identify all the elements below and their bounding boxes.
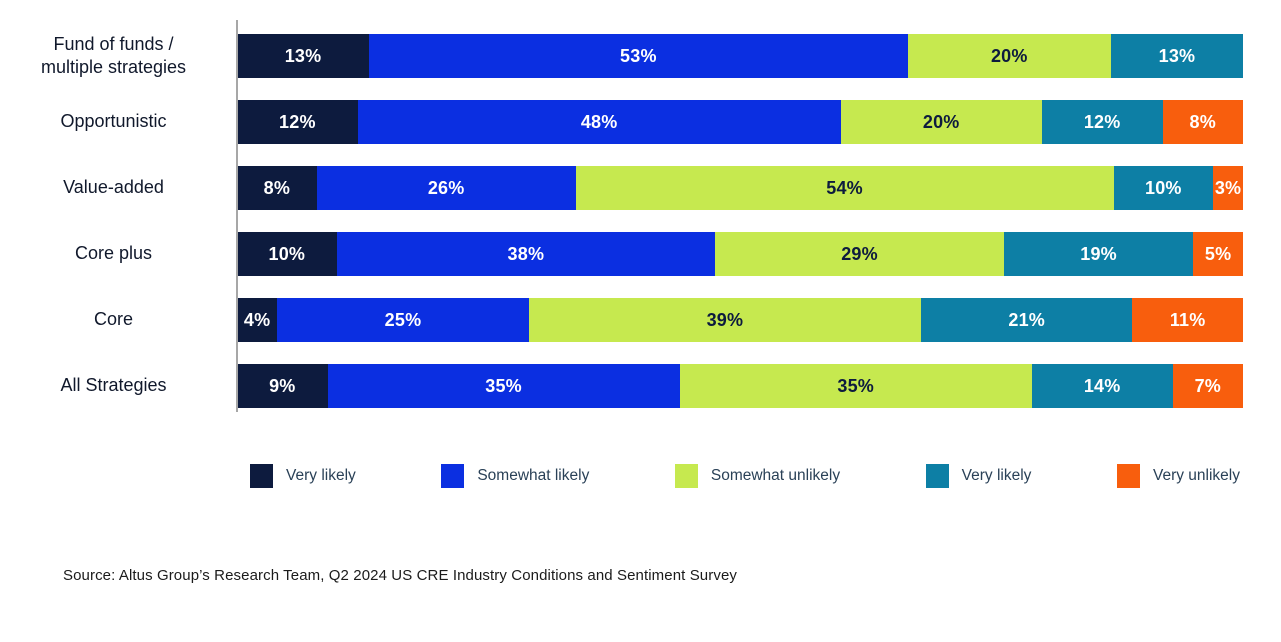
bar-segment: 53% <box>369 34 908 78</box>
legend-label: Very likely <box>286 467 356 484</box>
bar-segment: 11% <box>1132 298 1243 342</box>
stacked-bar: 10% 38% 29% 19% 5% <box>237 232 1243 276</box>
chart-row: Opportunistic 12% 48% 20% 12% 8% <box>0 100 1243 144</box>
segment-value-label: 26% <box>427 177 465 198</box>
segment-value-label: 21% <box>1008 309 1046 330</box>
segment-value-label: 4% <box>243 309 271 330</box>
bar-segment: 26% <box>316 166 576 210</box>
bar-segment: 48% <box>357 100 841 144</box>
segment-value-label: 13% <box>284 45 322 66</box>
segment-value-label: 54% <box>826 177 863 198</box>
bar-segment: 35% <box>327 364 680 408</box>
legend-item: Somewhat unlikely <box>674 464 841 488</box>
segment-value-label: 12% <box>1083 111 1121 132</box>
segment-value-label: 39% <box>706 309 744 330</box>
chart-row: Core 4% 25% 39% 21% 11% <box>0 298 1243 342</box>
bar-segment: 29% <box>715 232 1004 276</box>
stacked-bar-chart: Fund of funds / multiple strategies 13% 53… <box>0 20 1243 412</box>
segment-value-label: 48% <box>580 111 618 132</box>
legend-label: Somewhat unlikely <box>710 467 841 484</box>
bar-segment: 9% <box>237 364 328 408</box>
bar-segment: 10% <box>1113 166 1214 210</box>
segment-value-label: 7% <box>1194 375 1221 396</box>
segment-value-label: 19% <box>1080 243 1117 264</box>
segment-value-label: 29% <box>841 243 878 264</box>
legend-label: Somewhat likely <box>477 467 590 484</box>
segment-value-label: 25% <box>384 309 422 330</box>
segment-value-label: 20% <box>922 111 960 132</box>
bar-segment: 4% <box>237 298 278 342</box>
legend-swatch-icon <box>250 464 273 488</box>
bar-segment: 20% <box>840 100 1042 144</box>
bar-segment: 13% <box>237 34 370 78</box>
segment-value-label: 11% <box>1169 309 1206 330</box>
axis-line <box>236 20 238 412</box>
category-label: Core plus <box>74 243 153 264</box>
legend-label: Very likely <box>961 467 1032 484</box>
legend-swatch-icon <box>674 464 698 488</box>
bar-segment: 14% <box>1031 364 1173 408</box>
chart-row: All Strategies 9% 35% 35% 14% 7% <box>0 364 1243 408</box>
segment-value-label: 12% <box>279 111 316 132</box>
legend-item: Very likely <box>925 464 1032 488</box>
stacked-bar: 12% 48% 20% 12% 8% <box>237 100 1243 144</box>
bar-segment: 5% <box>1193 232 1243 276</box>
stacked-bar: 9% 35% 35% 14% 7% <box>237 364 1243 408</box>
bar-segment: 7% <box>1172 364 1243 408</box>
segment-value-label: 5% <box>1204 243 1232 264</box>
bar-segment: 35% <box>679 364 1032 408</box>
legend-item: Somewhat likely <box>441 464 589 488</box>
bar-segment: 25% <box>277 298 529 342</box>
segment-value-label: 8% <box>1189 111 1216 132</box>
legend-label: Very unlikely <box>1152 467 1240 484</box>
legend-item: Very likely <box>250 464 356 488</box>
stacked-bar: 8% 26% 54% 10% 3% <box>237 166 1243 210</box>
chart-rows: Fund of funds / multiple strategies 13% 53… <box>0 20 1243 408</box>
segment-value-label: 10% <box>1145 177 1182 198</box>
chart-row: Core plus 10% 38% 29% 19% 5% <box>0 232 1243 276</box>
legend-swatch-icon <box>441 464 465 488</box>
bar-segment: 54% <box>575 166 1114 210</box>
segment-value-label: 35% <box>485 375 522 396</box>
segment-value-label: 9% <box>269 375 296 396</box>
segment-value-label: 35% <box>837 375 874 396</box>
chart-row: Fund of funds / multiple strategies 13% 53… <box>0 34 1243 78</box>
segment-value-label: 20% <box>990 45 1028 66</box>
source-note: Source: Altus Group’s Research Team, Q2 … <box>63 567 737 584</box>
bar-segment: 39% <box>528 298 922 342</box>
bar-segment: 13% <box>1110 34 1243 78</box>
bar-segment: 8% <box>1162 100 1243 144</box>
bar-segment: 20% <box>907 34 1111 78</box>
category-label: All Strategies <box>60 375 167 396</box>
segment-value-label: 53% <box>620 45 657 66</box>
stacked-bar: 4% 25% 39% 21% 11% <box>237 298 1243 342</box>
bar-segment: 19% <box>1003 232 1194 276</box>
chart-legend: Very likely Somewhat likely Somewhat unlik… <box>250 464 1240 488</box>
category-label: Opportunistic <box>60 111 167 132</box>
segment-value-label: 14% <box>1083 375 1121 396</box>
bar-segment: 38% <box>336 232 716 276</box>
bar-segment: 10% <box>237 232 337 276</box>
legend-swatch-icon <box>925 464 949 488</box>
bar-segment: 12% <box>1041 100 1163 144</box>
segment-value-label: 3% <box>1214 177 1242 198</box>
segment-value-label: 10% <box>268 243 306 264</box>
segment-value-label: 13% <box>1158 45 1196 66</box>
category-label: Fund of funds / multiple strategies <box>40 33 187 77</box>
category-label: Value-added <box>63 177 164 198</box>
bar-segment: 21% <box>921 298 1133 342</box>
legend-swatch-icon <box>1116 464 1140 488</box>
legend-item: Very unlikely <box>1116 464 1240 488</box>
segment-value-label: 8% <box>263 177 291 198</box>
bar-segment: 12% <box>237 100 358 144</box>
segment-value-label: 38% <box>507 243 545 264</box>
bar-segment: 8% <box>237 166 317 210</box>
stacked-bar: 13% 53% 20% 13% <box>237 34 1243 78</box>
bar-segment: 3% <box>1213 166 1243 210</box>
chart-row: Value-added 8% 26% 54% 10% 3% <box>0 166 1243 210</box>
category-label: Core <box>93 309 133 330</box>
